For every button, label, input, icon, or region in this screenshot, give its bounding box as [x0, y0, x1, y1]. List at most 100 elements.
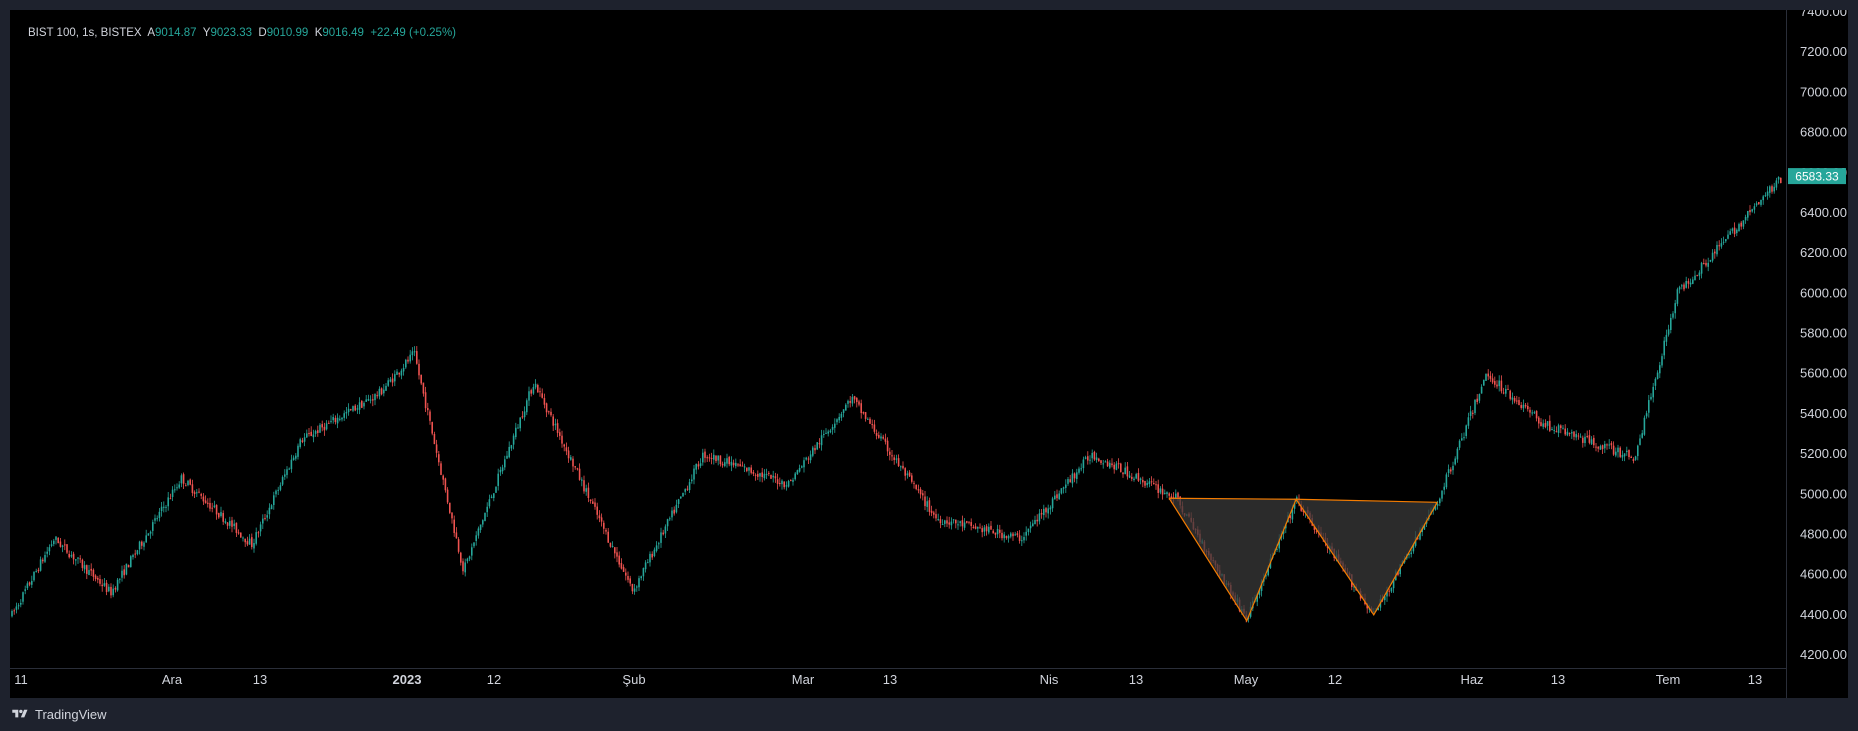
candle: [207, 498, 209, 508]
candle: [699, 458, 702, 469]
candle: [1509, 389, 1511, 401]
y-tick-label: 6000.00: [1800, 285, 1847, 300]
candle: [1608, 439, 1610, 450]
candle: [1527, 402, 1529, 412]
candle: [387, 377, 389, 387]
pattern-neckline-1[interactable]: [1169, 497, 1297, 500]
candle: [1641, 430, 1643, 439]
candle: [295, 452, 297, 461]
candle: [1067, 477, 1069, 486]
candle: [966, 520, 968, 524]
last-price-badge: 6583.33: [1788, 168, 1846, 185]
candle: [1018, 530, 1021, 544]
candle: [1522, 399, 1525, 413]
candle: [596, 502, 598, 520]
x-tick-label: 11: [14, 672, 28, 687]
candle: [218, 512, 220, 519]
candle: [1480, 384, 1483, 394]
candle: [818, 438, 821, 449]
chart-frame[interactable]: 4200.00 4400.00 4600.00 4800.00 5000.00 5200.…: [10, 10, 1848, 698]
candle: [482, 519, 484, 528]
candle: [1740, 220, 1742, 230]
candle: [1027, 528, 1030, 536]
candle: [1775, 177, 1778, 191]
candle: [981, 525, 983, 538]
candle: [988, 523, 990, 535]
candle: [1043, 504, 1045, 521]
candle: [1069, 474, 1071, 483]
candle: [530, 388, 532, 397]
candle: [1474, 399, 1476, 416]
candle: [1516, 395, 1518, 405]
candle: [259, 521, 262, 537]
branding-footer[interactable]: TradingView: [10, 704, 107, 724]
candle: [638, 575, 640, 592]
candle: [1766, 186, 1769, 200]
candle: [1023, 532, 1025, 544]
candle: [809, 450, 812, 464]
candle: [1014, 531, 1016, 536]
candle: [477, 526, 480, 539]
candle: [1771, 184, 1773, 194]
candle: [1021, 535, 1023, 547]
candle: [1113, 462, 1115, 474]
candle: [754, 473, 757, 481]
candle: [761, 467, 763, 483]
candle: [136, 549, 139, 556]
candle: [922, 489, 924, 501]
candle: [235, 522, 238, 537]
candle: [1126, 461, 1129, 480]
candle: [671, 507, 673, 521]
candle: [1137, 468, 1140, 482]
double-bottom-pattern: [1168, 497, 1438, 623]
candle: [1716, 241, 1718, 257]
candle: [1505, 384, 1507, 397]
candle: [455, 527, 458, 539]
candle: [1630, 455, 1632, 459]
candle: [1161, 484, 1164, 500]
candle: [389, 377, 392, 383]
candle: [1628, 449, 1630, 460]
candle: [713, 449, 715, 465]
candle: [594, 498, 596, 510]
candle: [768, 471, 770, 477]
candle: [163, 501, 165, 513]
candle: [1150, 476, 1153, 487]
candle: [803, 457, 805, 473]
candle: [1036, 514, 1038, 527]
candle: [640, 575, 642, 581]
candle: [369, 395, 372, 404]
price-chart[interactable]: 4200.00 4400.00 4600.00 4800.00 5000.00 5200.…: [10, 10, 1848, 698]
candle: [319, 423, 321, 433]
candle: [1071, 469, 1074, 488]
candle: [994, 532, 997, 539]
candle: [380, 387, 383, 396]
open-value: 9014.87: [155, 27, 197, 39]
candle: [1729, 228, 1731, 235]
candle: [266, 510, 268, 522]
candle: [1157, 479, 1159, 499]
y-tick-label: 6200.00: [1800, 245, 1847, 260]
candle: [1175, 489, 1177, 500]
candle: [301, 437, 304, 444]
candle: [268, 503, 271, 519]
candle: [1731, 227, 1734, 234]
candle: [405, 358, 407, 369]
candle: [1164, 489, 1166, 495]
candle: [1051, 496, 1054, 512]
candle: [1769, 185, 1771, 198]
pattern-neckline-2[interactable]: [1296, 498, 1438, 503]
x-tick-label: 12: [1328, 672, 1342, 687]
candle: [341, 417, 343, 422]
candle: [418, 359, 420, 380]
candle: [328, 420, 330, 424]
candle: [1645, 410, 1648, 419]
candle: [264, 514, 266, 521]
candle: [1540, 418, 1542, 427]
candle: [275, 489, 277, 498]
candle: [28, 581, 31, 587]
candle: [1718, 240, 1720, 251]
candle: [614, 546, 616, 559]
candle: [1034, 515, 1036, 525]
candle: [1485, 373, 1487, 382]
